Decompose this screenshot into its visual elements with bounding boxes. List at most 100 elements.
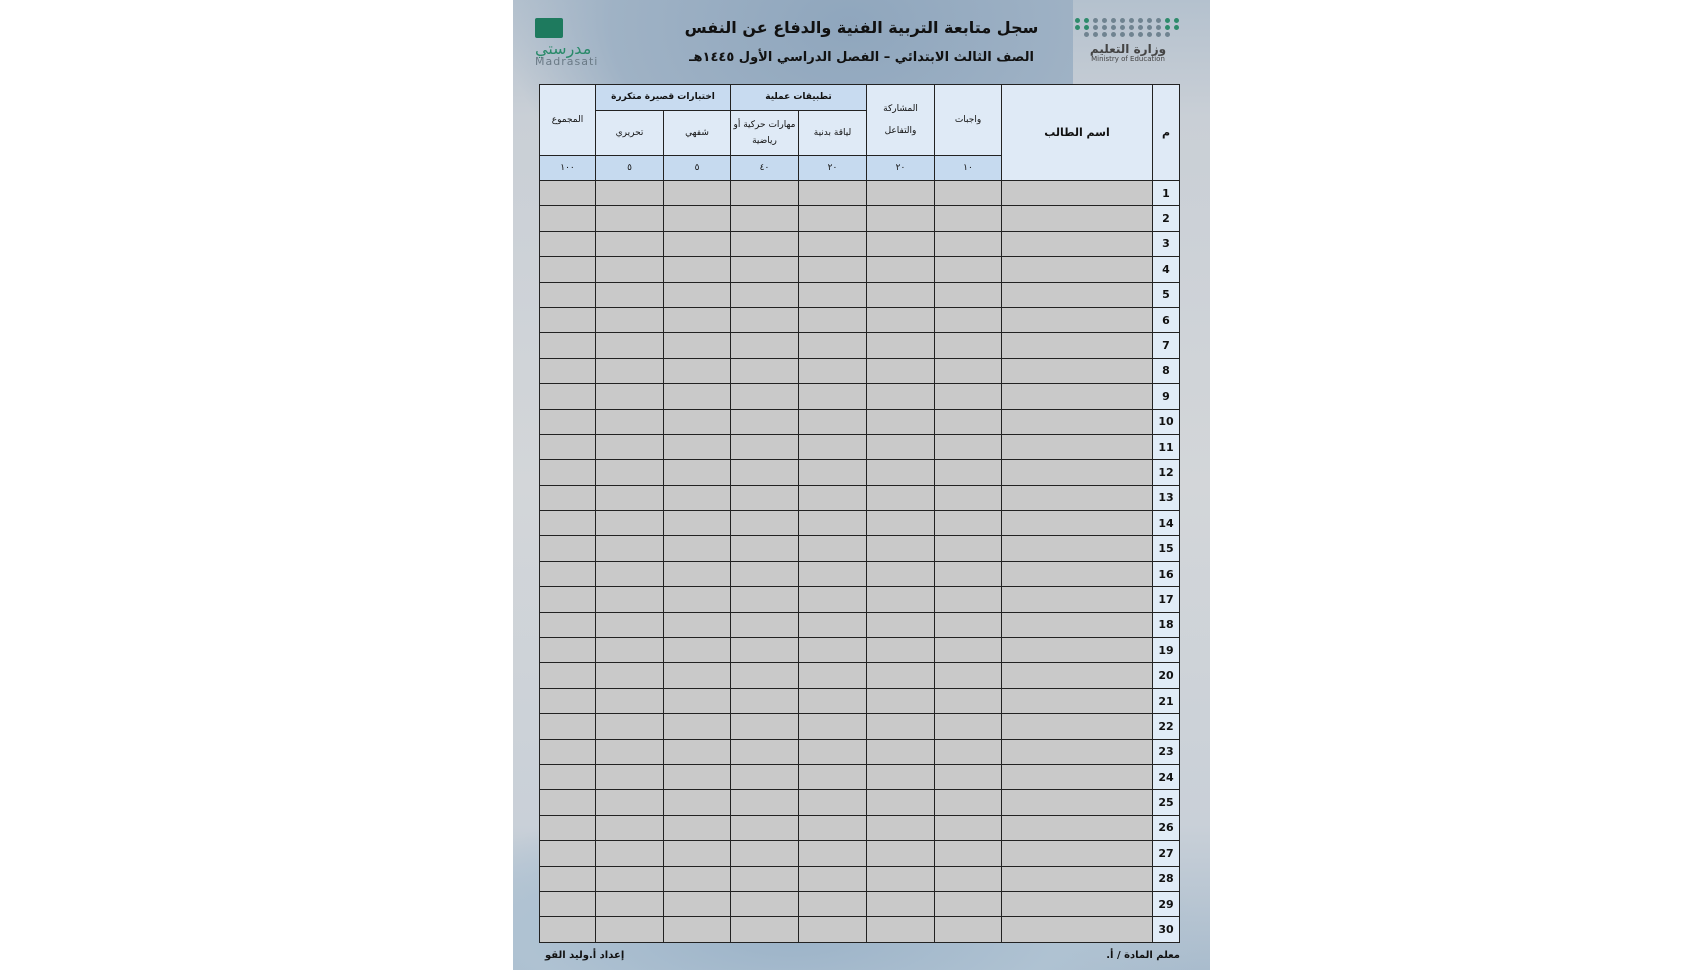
cell-participation[interactable]	[866, 637, 935, 664]
cell-written[interactable]	[595, 433, 664, 461]
cell-participation[interactable]	[866, 256, 935, 283]
cell-fitness[interactable]	[798, 814, 867, 842]
cell-oral[interactable]	[663, 205, 731, 232]
cell-fitness[interactable]	[798, 713, 867, 740]
cell-participation[interactable]	[866, 484, 935, 512]
cell-homework[interactable]	[934, 637, 1002, 664]
cell-homework[interactable]	[934, 306, 1002, 334]
cell-student-name[interactable]	[1001, 586, 1153, 613]
cell-student-name[interactable]	[1001, 484, 1153, 512]
cell-oral[interactable]	[663, 433, 731, 461]
cell-total[interactable]	[539, 560, 596, 588]
cell-total[interactable]	[539, 916, 596, 943]
cell-skills[interactable]	[730, 179, 799, 207]
cell-written[interactable]	[595, 662, 664, 689]
cell-student-name[interactable]	[1001, 763, 1153, 791]
cell-oral[interactable]	[663, 611, 731, 639]
cell-total[interactable]	[539, 738, 596, 765]
cell-student-name[interactable]	[1001, 179, 1153, 207]
cell-written[interactable]	[595, 535, 664, 562]
cell-fitness[interactable]	[798, 611, 867, 639]
cell-oral[interactable]	[663, 179, 731, 207]
cell-written[interactable]	[595, 230, 664, 258]
cell-fitness[interactable]	[798, 459, 867, 486]
cell-written[interactable]	[595, 510, 664, 537]
cell-homework[interactable]	[934, 383, 1002, 410]
cell-participation[interactable]	[866, 205, 935, 232]
cell-skills[interactable]	[730, 484, 799, 512]
cell-written[interactable]	[595, 611, 664, 639]
cell-student-name[interactable]	[1001, 789, 1153, 816]
cell-skills[interactable]	[730, 738, 799, 765]
cell-total[interactable]	[539, 789, 596, 816]
cell-participation[interactable]	[866, 586, 935, 613]
cell-total[interactable]	[539, 306, 596, 334]
cell-skills[interactable]	[730, 281, 799, 308]
cell-total[interactable]	[539, 510, 596, 537]
cell-skills[interactable]	[730, 662, 799, 689]
cell-student-name[interactable]	[1001, 408, 1153, 435]
cell-written[interactable]	[595, 205, 664, 232]
cell-participation[interactable]	[866, 230, 935, 258]
cell-written[interactable]	[595, 840, 664, 867]
cell-participation[interactable]	[866, 916, 935, 943]
cell-fitness[interactable]	[798, 383, 867, 410]
cell-skills[interactable]	[730, 383, 799, 410]
cell-total[interactable]	[539, 611, 596, 639]
cell-oral[interactable]	[663, 230, 731, 258]
cell-skills[interactable]	[730, 332, 799, 359]
cell-oral[interactable]	[663, 281, 731, 308]
cell-skills[interactable]	[730, 865, 799, 892]
cell-oral[interactable]	[663, 332, 731, 359]
cell-student-name[interactable]	[1001, 205, 1153, 232]
cell-written[interactable]	[595, 179, 664, 207]
cell-fitness[interactable]	[798, 560, 867, 588]
cell-participation[interactable]	[866, 332, 935, 359]
cell-homework[interactable]	[934, 789, 1002, 816]
cell-written[interactable]	[595, 256, 664, 283]
cell-oral[interactable]	[663, 840, 731, 867]
cell-student-name[interactable]	[1001, 814, 1153, 842]
cell-student-name[interactable]	[1001, 611, 1153, 639]
cell-written[interactable]	[595, 763, 664, 791]
cell-homework[interactable]	[934, 332, 1002, 359]
cell-skills[interactable]	[730, 433, 799, 461]
cell-student-name[interactable]	[1001, 662, 1153, 689]
cell-written[interactable]	[595, 306, 664, 334]
cell-student-name[interactable]	[1001, 560, 1153, 588]
cell-student-name[interactable]	[1001, 713, 1153, 740]
cell-fitness[interactable]	[798, 687, 867, 715]
cell-written[interactable]	[595, 560, 664, 588]
cell-participation[interactable]	[866, 890, 935, 918]
cell-total[interactable]	[539, 383, 596, 410]
cell-participation[interactable]	[866, 763, 935, 791]
cell-participation[interactable]	[866, 408, 935, 435]
cell-homework[interactable]	[934, 763, 1002, 791]
cell-participation[interactable]	[866, 840, 935, 867]
cell-written[interactable]	[595, 738, 664, 765]
cell-fitness[interactable]	[798, 535, 867, 562]
cell-homework[interactable]	[934, 560, 1002, 588]
cell-participation[interactable]	[866, 738, 935, 765]
cell-written[interactable]	[595, 789, 664, 816]
cell-fitness[interactable]	[798, 916, 867, 943]
cell-skills[interactable]	[730, 586, 799, 613]
cell-participation[interactable]	[866, 306, 935, 334]
cell-skills[interactable]	[730, 814, 799, 842]
cell-skills[interactable]	[730, 357, 799, 385]
cell-homework[interactable]	[934, 484, 1002, 512]
cell-homework[interactable]	[934, 687, 1002, 715]
cell-participation[interactable]	[866, 865, 935, 892]
cell-fitness[interactable]	[798, 357, 867, 385]
cell-written[interactable]	[595, 637, 664, 664]
cell-oral[interactable]	[663, 865, 731, 892]
cell-fitness[interactable]	[798, 637, 867, 664]
cell-total[interactable]	[539, 484, 596, 512]
cell-total[interactable]	[539, 230, 596, 258]
cell-total[interactable]	[539, 637, 596, 664]
cell-student-name[interactable]	[1001, 281, 1153, 308]
cell-participation[interactable]	[866, 814, 935, 842]
cell-skills[interactable]	[730, 890, 799, 918]
cell-total[interactable]	[539, 357, 596, 385]
cell-written[interactable]	[595, 459, 664, 486]
